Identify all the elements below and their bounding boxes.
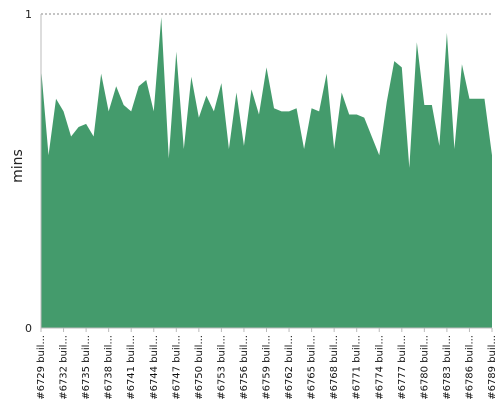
x-tick-label: #6744 buil...	[149, 335, 160, 400]
x-tick-label: #6753 buil...	[216, 335, 227, 400]
x-tick-label: #6789 buil...	[487, 335, 498, 400]
x-tick-label: #6780 buil...	[419, 335, 430, 400]
x-tick-label: #6759 buil...	[262, 335, 273, 400]
x-tick-label: #6741 buil...	[126, 335, 137, 400]
x-tick-label: #6765 buil...	[307, 335, 318, 400]
x-tick-label: #6735 buil...	[81, 335, 92, 400]
x-tick-label: #6747 buil...	[171, 335, 182, 400]
x-tick-label: #6771 buil...	[352, 335, 363, 400]
y-tick-label-max: 1	[25, 8, 32, 21]
x-tick-label: #6768 buil...	[329, 335, 340, 400]
x-tick-label: #6762 buil...	[284, 335, 295, 400]
x-tick-label: #6777 buil...	[397, 335, 408, 400]
x-axis-ticks: #6729 buil... #6732 buil... #6735 buil... #…	[36, 328, 498, 400]
x-tick-label: #6783 buil...	[442, 335, 453, 400]
y-tick-label-min: 0	[25, 322, 32, 335]
x-tick-label: #6750 buil...	[194, 335, 205, 400]
x-tick-label: #6729 buil...	[36, 335, 47, 400]
y-axis-title: mins	[10, 149, 26, 183]
x-tick-label: #6756 buil...	[239, 335, 250, 400]
x-tick-label: #6738 buil...	[104, 335, 115, 400]
x-tick-label: #6786 buil...	[464, 335, 475, 400]
x-tick-label: #6732 buil...	[59, 335, 70, 400]
area-series-fill	[41, 17, 492, 328]
x-tick-label: #6774 buil...	[374, 335, 385, 400]
